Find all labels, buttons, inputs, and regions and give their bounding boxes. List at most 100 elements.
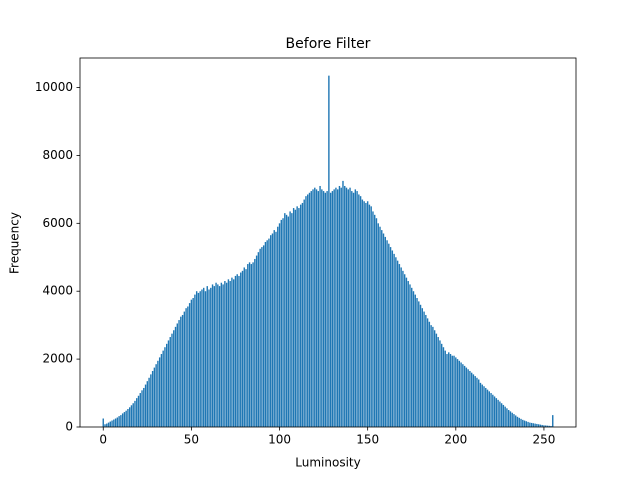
bar [218, 286, 221, 427]
bar [227, 279, 230, 427]
bar [344, 185, 346, 427]
bar [351, 191, 353, 427]
bar [470, 372, 473, 427]
bar [236, 274, 238, 427]
x-tick-label: 250 [532, 433, 555, 447]
bar [245, 269, 247, 427]
bar [455, 357, 457, 427]
bar [342, 180, 344, 427]
y-tick-label: 8000 [42, 148, 73, 162]
bar [173, 330, 175, 427]
bar [104, 424, 106, 427]
bar [310, 191, 312, 427]
bar [150, 374, 152, 427]
bar [407, 281, 409, 427]
x-axis-label: Luminosity [295, 456, 360, 470]
bar [497, 399, 499, 427]
bar [469, 370, 471, 427]
bar [319, 185, 321, 427]
bar [421, 308, 424, 427]
bar [423, 311, 425, 427]
bar [460, 362, 462, 427]
bar [347, 189, 349, 427]
bar [515, 415, 517, 427]
bar [180, 316, 182, 427]
bar [359, 196, 362, 427]
bar [336, 189, 339, 427]
bar [543, 425, 545, 427]
bar [183, 311, 186, 427]
bar [472, 374, 475, 427]
bar [456, 359, 459, 427]
bar [388, 243, 390, 427]
bar [273, 230, 275, 427]
bar [259, 248, 261, 427]
bar [201, 289, 203, 427]
bar [329, 192, 332, 427]
bar [374, 214, 376, 427]
bar [111, 420, 113, 427]
bar [148, 377, 150, 427]
bar [379, 226, 381, 427]
bar [307, 194, 309, 427]
bar [240, 272, 242, 427]
bar [231, 277, 233, 427]
bar [130, 405, 133, 427]
bar [155, 364, 157, 427]
bar [405, 277, 408, 427]
y-tick-label: 0 [65, 420, 73, 434]
bar [428, 321, 431, 427]
bar [277, 226, 279, 427]
bar [481, 384, 483, 427]
bar [167, 340, 170, 427]
bar [425, 314, 427, 427]
bar [174, 326, 177, 427]
bar [458, 360, 461, 427]
bar [312, 189, 314, 427]
bar [113, 419, 115, 427]
bar [446, 354, 448, 427]
bar [518, 417, 520, 427]
bar [257, 252, 260, 427]
bar [534, 423, 536, 427]
bar [363, 201, 365, 427]
bar [217, 284, 219, 427]
bar [509, 411, 512, 427]
x-tick-label: 200 [444, 433, 467, 447]
bar [197, 292, 200, 427]
bar [453, 355, 455, 427]
bar [292, 208, 295, 427]
bar [321, 189, 323, 427]
bar [169, 337, 171, 427]
bar [504, 406, 506, 427]
bar [411, 287, 413, 427]
bar [391, 250, 394, 427]
bar [114, 418, 117, 427]
bar [224, 281, 226, 427]
bar [143, 387, 145, 427]
bar [102, 418, 104, 427]
bar [278, 223, 281, 427]
bar [284, 213, 286, 427]
bar [127, 409, 129, 427]
bar [448, 352, 450, 427]
bar [215, 282, 217, 427]
bar [396, 260, 399, 427]
bar [352, 192, 355, 427]
bar [194, 294, 196, 427]
bar [356, 191, 358, 427]
bar [121, 413, 124, 427]
bar [232, 279, 235, 427]
bar [465, 367, 468, 427]
bar [483, 386, 485, 427]
bar [125, 410, 127, 427]
y-tick-label: 4000 [42, 284, 73, 298]
bar [381, 230, 383, 427]
bar [433, 330, 436, 427]
bar [479, 382, 482, 427]
bar [386, 240, 388, 427]
bar [499, 401, 501, 427]
bar [539, 424, 542, 427]
bar [403, 274, 406, 427]
